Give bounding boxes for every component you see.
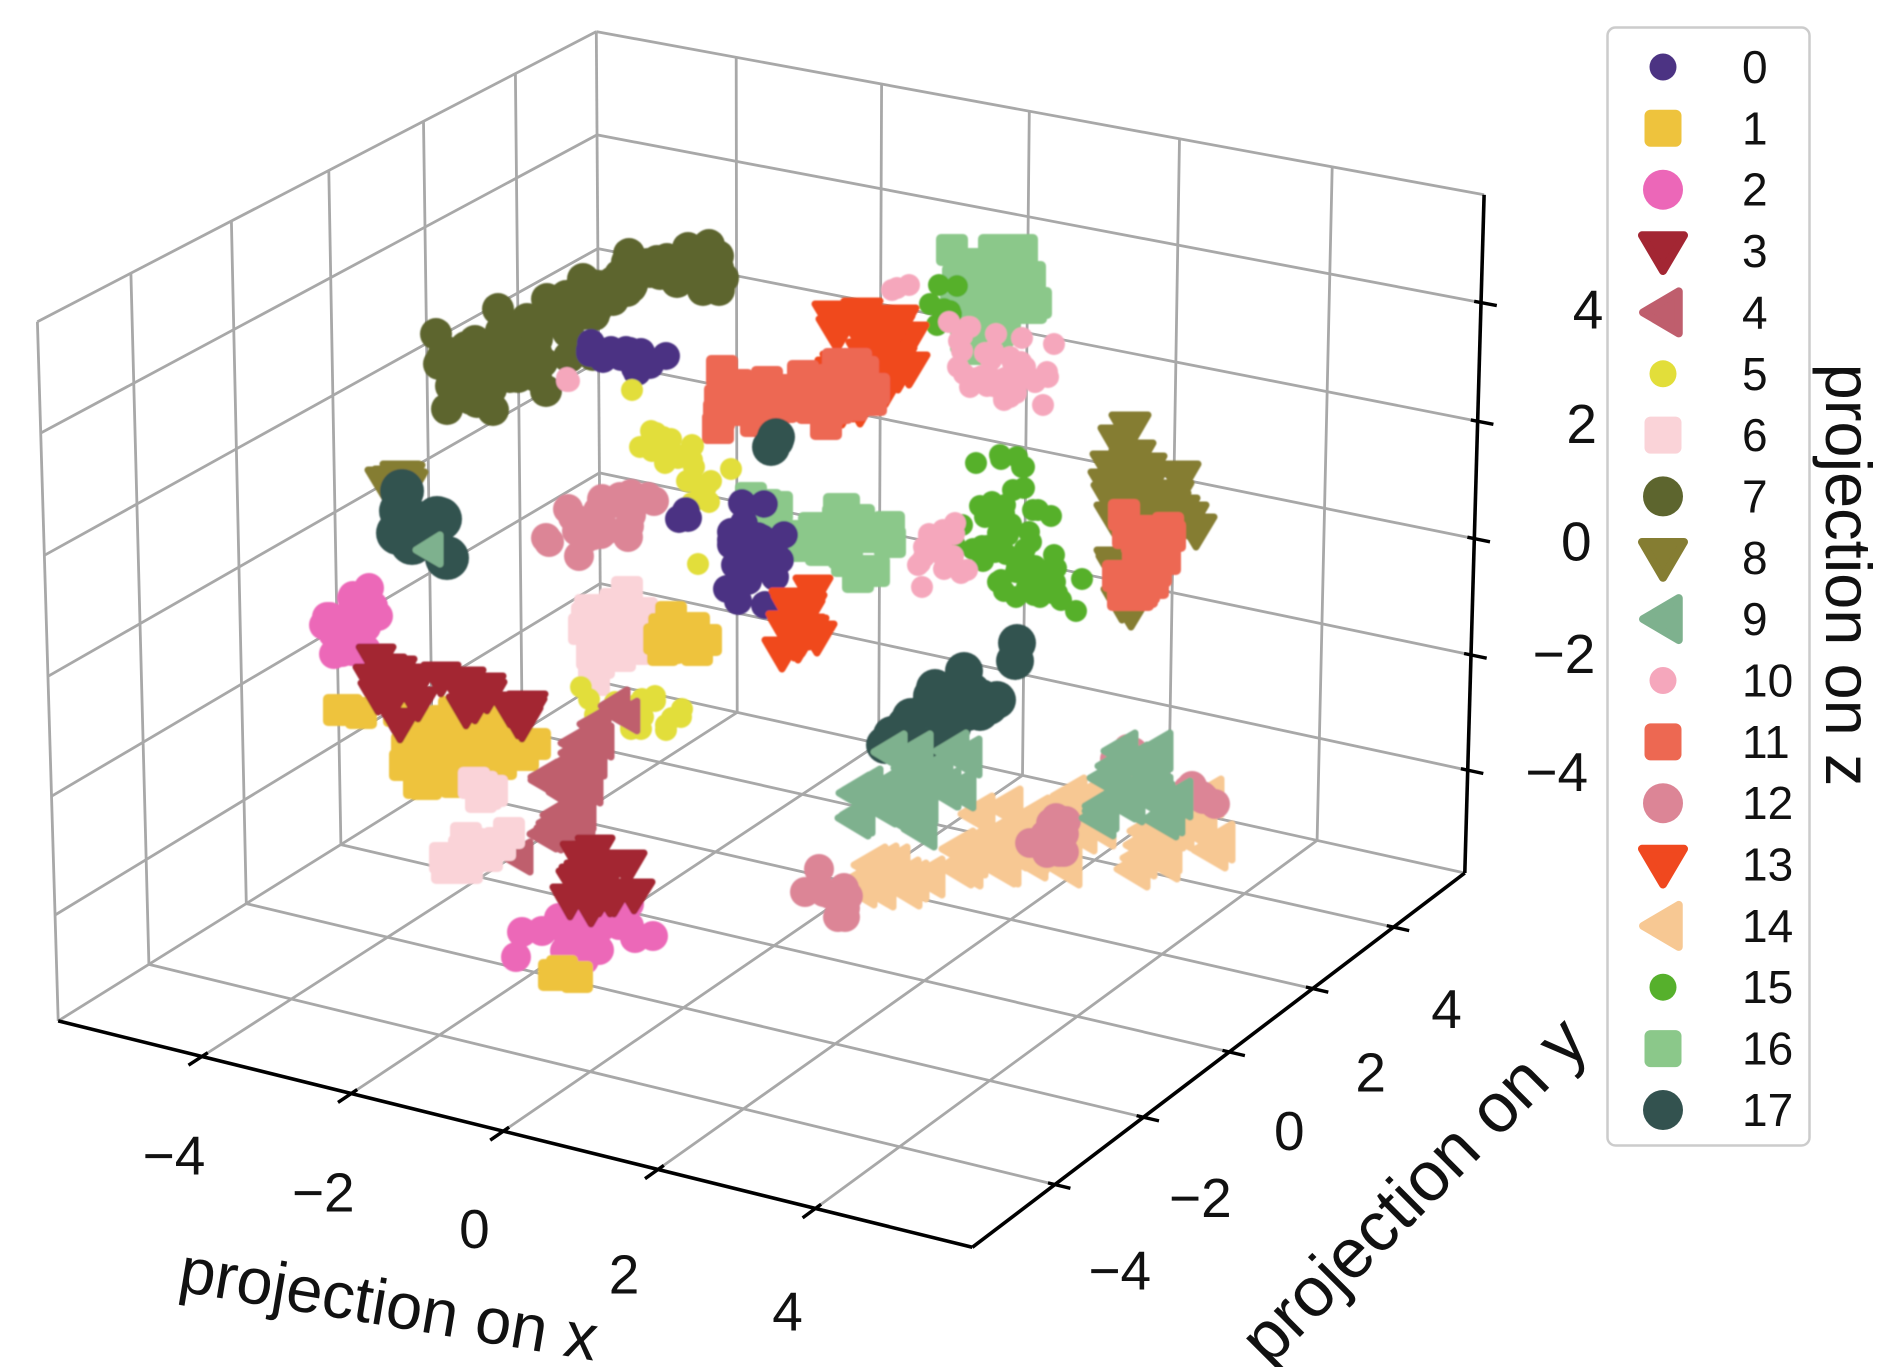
svg-text:−4: −4	[143, 1125, 206, 1187]
svg-text:6: 6	[1742, 409, 1768, 461]
svg-text:11: 11	[1742, 716, 1790, 768]
svg-text:−2: −2	[1533, 623, 1596, 685]
svg-text:2: 2	[1566, 393, 1597, 455]
svg-text:−2: −2	[1169, 1167, 1232, 1229]
svg-text:4: 4	[772, 1280, 803, 1342]
svg-text:3: 3	[1742, 225, 1768, 277]
svg-text:12: 12	[1742, 777, 1793, 829]
svg-text:5: 5	[1742, 348, 1768, 400]
svg-text:4: 4	[1431, 978, 1462, 1040]
svg-text:16: 16	[1742, 1023, 1793, 1075]
svg-text:2: 2	[1355, 1042, 1386, 1104]
svg-text:projection on z: projection on z	[1812, 364, 1885, 787]
svg-text:15: 15	[1742, 961, 1793, 1013]
svg-text:9: 9	[1742, 593, 1768, 645]
svg-text:−2: −2	[292, 1162, 355, 1224]
svg-text:0: 0	[1561, 511, 1592, 573]
svg-text:0: 0	[1742, 41, 1768, 93]
svg-text:1: 1	[1742, 102, 1768, 154]
svg-text:7: 7	[1742, 471, 1768, 523]
svg-text:14: 14	[1742, 900, 1793, 952]
svg-text:0: 0	[1274, 1100, 1305, 1162]
svg-text:4: 4	[1573, 279, 1604, 341]
svg-text:8: 8	[1742, 532, 1768, 584]
svg-text:2: 2	[1742, 164, 1768, 216]
svg-text:10: 10	[1742, 655, 1793, 707]
svg-text:13: 13	[1742, 839, 1793, 891]
svg-text:−4: −4	[1088, 1240, 1151, 1302]
svg-text:4: 4	[1742, 286, 1768, 338]
svg-text:0: 0	[459, 1198, 490, 1260]
svg-text:17: 17	[1742, 1084, 1793, 1136]
svg-text:2: 2	[609, 1243, 640, 1305]
svg-text:−4: −4	[1525, 741, 1588, 803]
